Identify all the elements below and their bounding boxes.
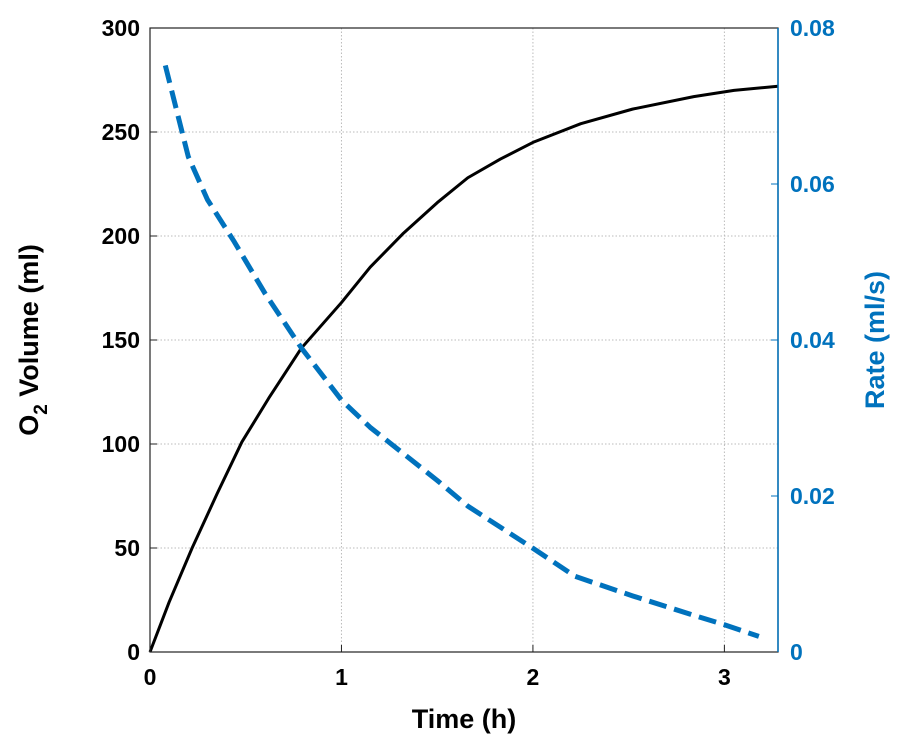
y2-tick-label: 0.04 xyxy=(790,327,835,353)
tick-labels: 0 1 2 3 0 50 100 150 200 250 300 0 0.02 0.04 0.06 0.08 xyxy=(102,15,835,690)
rate-series-line xyxy=(162,64,760,639)
x-tick-label: 0 xyxy=(144,664,157,690)
y-tick-label: 0 xyxy=(127,639,140,665)
grid-lines xyxy=(149,27,778,653)
y-axis-label-main: O xyxy=(14,415,44,436)
y2-tick-label: 0.02 xyxy=(790,483,835,509)
series-group xyxy=(148,64,779,653)
y2-tick-label: 0.08 xyxy=(790,15,835,41)
x-axis-label: Time (h) xyxy=(412,704,517,734)
y2-tick-label: 0 xyxy=(790,639,803,665)
y-tick-label: 200 xyxy=(102,223,140,249)
y-axis-label: O2 Volume (ml) xyxy=(14,244,52,436)
x-tick-label: 1 xyxy=(335,664,348,690)
plot-frame xyxy=(149,27,779,653)
y-tick-label: 150 xyxy=(102,327,140,353)
x-tick-label: 2 xyxy=(527,664,540,690)
y-tick-label: 100 xyxy=(102,431,140,457)
y-tick-label: 50 xyxy=(114,535,140,561)
volume-series-line xyxy=(148,84,779,653)
y-axis-label-subscript: 2 xyxy=(31,404,52,415)
y-axis-label-rest: Volume (ml) xyxy=(14,244,44,404)
x-tick-label: 3 xyxy=(718,664,731,690)
y-tick-label: 300 xyxy=(102,15,140,41)
y2-tick-label: 0.06 xyxy=(790,171,835,197)
y2-axis-label: Rate (ml/s) xyxy=(860,271,890,409)
y-tick-label: 250 xyxy=(102,119,140,145)
